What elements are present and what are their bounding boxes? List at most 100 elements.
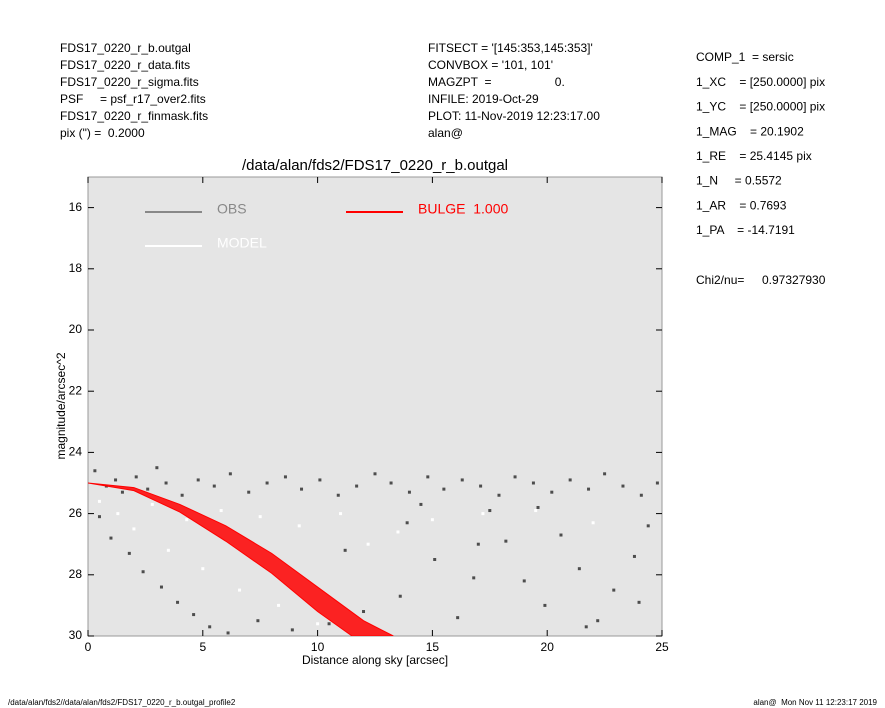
data-point xyxy=(366,542,370,546)
x-tick-label: 15 xyxy=(426,640,440,654)
data-point xyxy=(185,518,189,522)
data-point xyxy=(192,613,196,617)
y-tick-label: 28 xyxy=(69,567,83,581)
data-point xyxy=(164,481,168,485)
data-point xyxy=(159,585,163,589)
data-point xyxy=(587,487,591,491)
data-point xyxy=(120,490,124,494)
fit-parameter: COMP_1 = sersic xyxy=(696,50,794,64)
header-middle-line: MAGZPT = 0. xyxy=(428,75,565,89)
fit-parameter: 1_XC = [250.0000] pix xyxy=(696,75,825,89)
y-tick-label: 24 xyxy=(69,445,83,459)
data-point xyxy=(318,478,322,482)
data-point xyxy=(297,524,301,528)
footer-right: alan@ Mon Nov 11 12:23:17 2019 xyxy=(753,698,877,707)
data-point xyxy=(460,478,464,482)
data-point xyxy=(612,588,616,592)
data-point xyxy=(336,493,340,497)
data-point xyxy=(472,576,476,580)
header-left-line: FDS17_0220_r_data.fits xyxy=(60,58,190,72)
y-tick-label: 16 xyxy=(69,200,83,214)
data-point xyxy=(127,551,131,555)
data-point xyxy=(522,579,526,583)
header-left-line: PSF = psf_r17_over2.fits xyxy=(60,92,206,106)
data-point xyxy=(97,515,101,519)
bulge-band xyxy=(88,482,394,636)
data-point xyxy=(639,493,643,497)
data-point xyxy=(373,472,377,476)
y-tick-label: 18 xyxy=(69,261,83,275)
chart-title: /data/alan/fds2/FDS17_0220_r_b.outgal xyxy=(242,157,508,174)
data-point xyxy=(543,603,547,607)
data-point xyxy=(584,625,588,629)
data-point xyxy=(398,594,402,598)
data-point xyxy=(247,490,251,494)
data-point xyxy=(290,628,294,632)
data-point xyxy=(568,478,572,482)
data-point xyxy=(208,625,212,629)
data-point xyxy=(479,484,483,488)
x-tick-label: 25 xyxy=(655,640,669,654)
y-tick-label: 22 xyxy=(69,383,83,397)
plot-area xyxy=(87,176,663,637)
data-point xyxy=(442,487,446,491)
data-point xyxy=(433,558,437,561)
data-point xyxy=(637,600,641,604)
data-point xyxy=(132,527,136,531)
chi-label: Chi2/nu= xyxy=(696,273,744,287)
header-left-line: FDS17_0220_r_sigma.fits xyxy=(60,75,199,89)
data-point xyxy=(258,515,262,519)
x-tick-label: 0 xyxy=(85,640,92,654)
data-point xyxy=(531,481,535,485)
data-point xyxy=(316,622,320,626)
data-point xyxy=(150,502,154,506)
data-point xyxy=(339,512,343,516)
x-axis-label: Distance along sky [arcsec] xyxy=(302,653,448,667)
data-point xyxy=(536,505,540,509)
data-point xyxy=(146,487,150,491)
data-point xyxy=(426,475,430,479)
data-point xyxy=(166,548,170,552)
data-point xyxy=(396,530,400,534)
data-point xyxy=(196,478,200,482)
data-point xyxy=(407,490,411,494)
y-axis-label: magnitude/arcsec^2 xyxy=(54,352,68,459)
data-point xyxy=(238,588,242,592)
header-left-line: FDS17_0220_r_b.outgal xyxy=(60,41,191,55)
header-middle-line: alan@ xyxy=(428,126,463,140)
data-point xyxy=(109,536,113,540)
data-point xyxy=(419,502,423,506)
data-point xyxy=(176,600,180,604)
data-point xyxy=(226,631,230,635)
fit-parameter: 1_MAG = 20.1902 xyxy=(696,124,804,138)
chi-value: 0.97327930 xyxy=(762,273,826,287)
data-point xyxy=(513,475,517,479)
header-middle-line: CONVBOX = '101, 101' xyxy=(428,58,553,72)
data-point xyxy=(201,567,205,571)
data-point xyxy=(300,487,304,491)
header-middle-line: PLOT: 11-Nov-2019 12:23:17.00 xyxy=(428,109,600,123)
fit-parameter: 1_PA = -14.7191 xyxy=(696,223,795,237)
data-point xyxy=(550,490,554,494)
y-tick-label: 26 xyxy=(69,506,83,520)
data-point xyxy=(577,567,581,571)
data-point xyxy=(596,619,600,623)
data-point xyxy=(504,539,508,543)
data-point xyxy=(362,610,366,614)
data-point xyxy=(355,484,359,488)
data-point xyxy=(141,570,145,574)
data-point xyxy=(116,512,120,516)
data-point xyxy=(93,469,97,473)
fit-parameter: 1_YC = [250.0000] pix xyxy=(696,100,825,114)
data-point xyxy=(228,472,232,476)
fit-parameter: 1_N = 0.5572 xyxy=(696,174,782,188)
plot-marks xyxy=(88,466,659,636)
legend-label: BULGE 1.000 xyxy=(418,201,508,217)
data-point xyxy=(603,472,607,476)
data-point xyxy=(621,484,625,488)
fit-parameter: 1_AR = 0.7693 xyxy=(696,198,787,212)
y-tick-label: 30 xyxy=(69,628,83,642)
data-point xyxy=(534,509,538,513)
data-point xyxy=(97,499,101,503)
